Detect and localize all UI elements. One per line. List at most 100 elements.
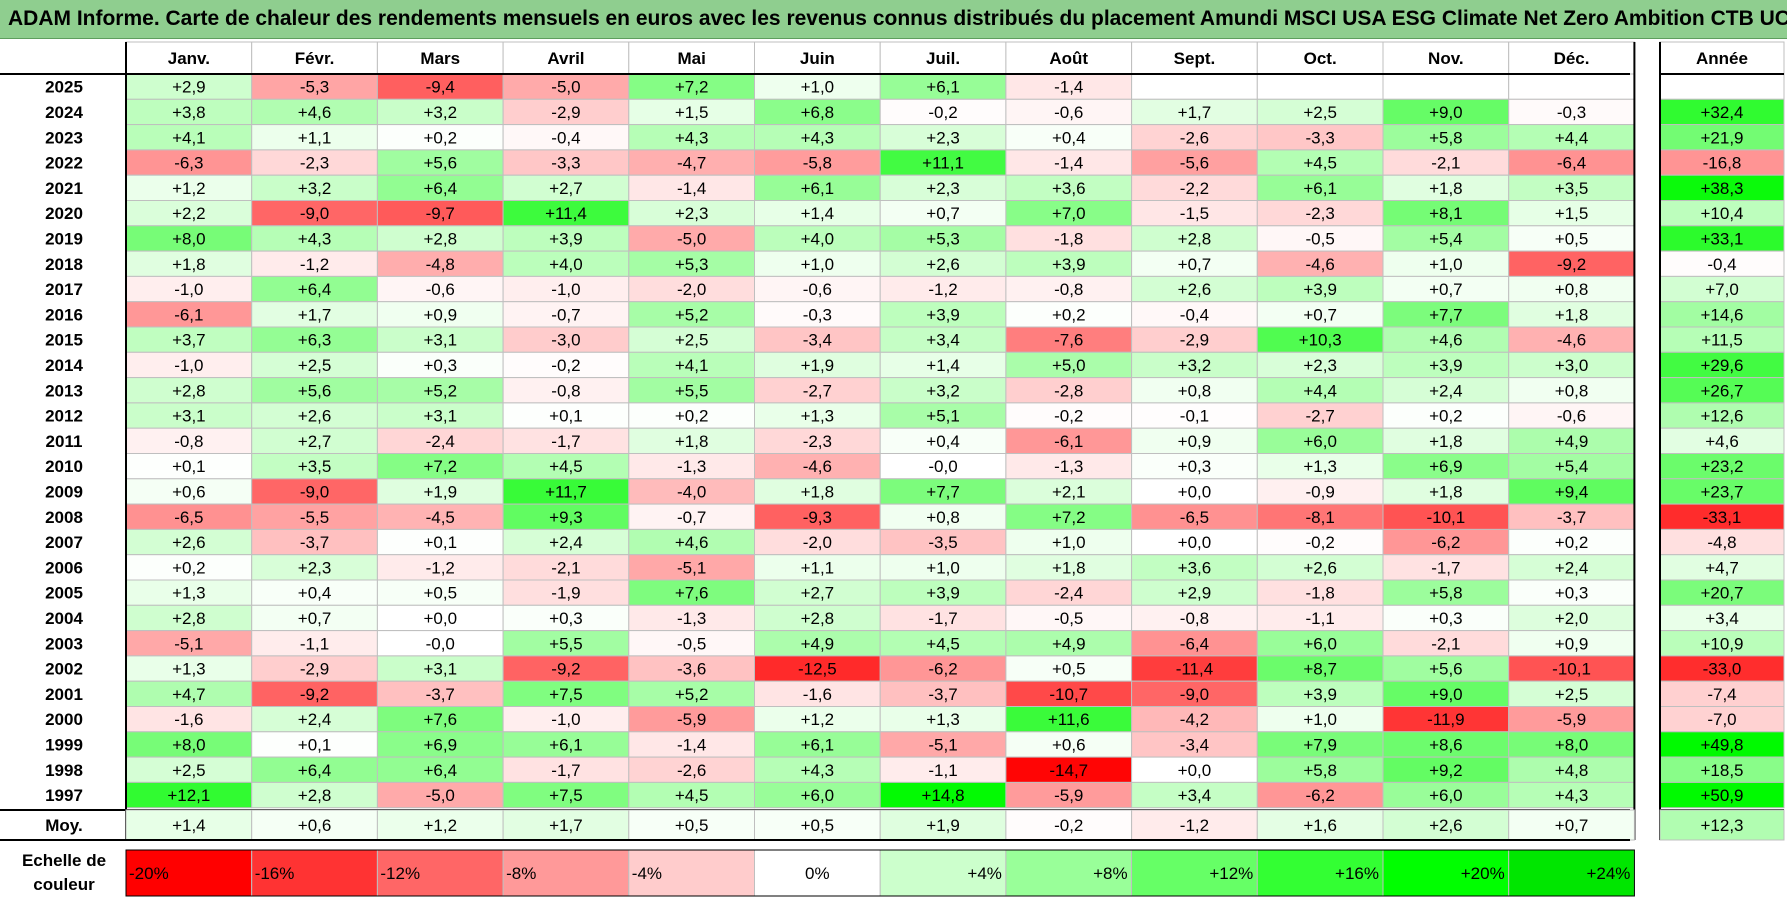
heatmap-cell xyxy=(1508,225,1635,252)
annual-value: -33,0 xyxy=(1703,660,1742,679)
scale-swatch xyxy=(628,849,755,897)
cell-value: -1,4 xyxy=(1054,154,1083,173)
cell-value: +3,1 xyxy=(423,331,457,350)
heatmap-cell xyxy=(879,731,1007,758)
heatmap-cell xyxy=(1508,453,1635,480)
heatmap-cell xyxy=(376,149,504,176)
cell-value: +1,1 xyxy=(801,558,835,577)
heatmap-cell xyxy=(754,554,881,581)
cell-value: -4,6 xyxy=(1557,331,1586,350)
heatmap-cell xyxy=(754,427,881,455)
cell-value: -6,2 xyxy=(1306,786,1335,805)
heatmap-cell xyxy=(376,377,504,404)
heatmap-cell xyxy=(376,402,504,429)
cell-value: -5,8 xyxy=(803,154,832,173)
heatmap-cell xyxy=(1382,250,1510,277)
year-label: 2017 xyxy=(45,280,83,299)
annual-value: +32,4 xyxy=(1700,103,1743,122)
annual-value: +7,0 xyxy=(1705,280,1739,299)
title-bar: ADAM Informe. Carte de chaleur des rende… xyxy=(0,0,1787,39)
cell-value: -6,4 xyxy=(1557,154,1586,173)
heatmap-cell xyxy=(502,351,630,379)
heatmap-cell xyxy=(502,402,630,429)
cell-value: +4,6 xyxy=(675,533,709,552)
heatmap-cell xyxy=(502,124,630,151)
cell-value: +6,0 xyxy=(1303,634,1337,653)
heatmap-cell xyxy=(628,149,755,176)
heatmap-cell xyxy=(628,351,755,379)
cell-value: +0,8 xyxy=(1178,381,1212,400)
heatmap-cell xyxy=(1508,174,1635,201)
heatmap-cell xyxy=(502,478,630,505)
heatmap-cell xyxy=(502,225,630,252)
cell-value: +3,7 xyxy=(172,331,206,350)
cell-value: +1,0 xyxy=(801,255,835,274)
cell-value: -2,8 xyxy=(1054,381,1083,400)
cell-value: +5,4 xyxy=(1555,457,1589,476)
year-label: 2021 xyxy=(45,179,83,198)
cell-value: +5,8 xyxy=(1303,761,1337,780)
cell-value: +9,0 xyxy=(1429,685,1463,704)
scale-swatch-label: -12% xyxy=(380,864,420,883)
year-label: 2000 xyxy=(45,710,83,729)
annual-cell xyxy=(1659,604,1785,632)
heatmap-cell xyxy=(754,301,881,328)
scale-swatch-label: +4% xyxy=(967,864,1002,883)
cell-value: +6,0 xyxy=(801,786,835,805)
cell-value: +0,1 xyxy=(549,407,583,426)
cell-value: +0,6 xyxy=(172,482,206,501)
annual-cell xyxy=(1659,301,1785,328)
annual-value: +3,4 xyxy=(1705,609,1739,628)
annual-value: -7,4 xyxy=(1707,685,1736,704)
cell-value: +4,9 xyxy=(1052,634,1086,653)
annual-value: -4,8 xyxy=(1707,533,1736,552)
cell-value: -6,5 xyxy=(174,508,203,527)
cell-value: +0,4 xyxy=(298,584,332,603)
month-header-cell xyxy=(1382,41,1510,75)
year-label: 2015 xyxy=(45,331,83,350)
cell-value: -3,7 xyxy=(300,533,329,552)
cell-value: -0,2 xyxy=(1054,407,1083,426)
average-label: Moy. xyxy=(45,816,82,835)
cell-value: +0,0 xyxy=(1178,761,1212,780)
heatmap-cell xyxy=(1508,250,1635,277)
annual-cell xyxy=(1659,275,1785,303)
cell-value: +6,0 xyxy=(1303,432,1337,451)
heatmap-cell xyxy=(628,174,755,201)
heatmap-cell xyxy=(251,73,378,100)
cell-value: +1,5 xyxy=(675,103,709,122)
month-header-label: Juin xyxy=(800,49,835,68)
cell-value: -1,7 xyxy=(551,761,580,780)
cell-value: +2,5 xyxy=(172,761,206,780)
heatmap-cell xyxy=(1382,124,1510,151)
heatmap-cell xyxy=(502,453,630,480)
cell-value: -7,6 xyxy=(1054,331,1083,350)
heatmap-cell xyxy=(1005,453,1133,480)
cell-value: -2,0 xyxy=(803,533,832,552)
cell-value: -4,6 xyxy=(803,457,832,476)
heatmap-cell xyxy=(1131,731,1258,758)
cell-value: +0,5 xyxy=(423,584,457,603)
cell-value: +2,8 xyxy=(172,609,206,628)
heatmap-cell xyxy=(1005,124,1133,151)
annual-value: +18,5 xyxy=(1700,761,1743,780)
cell-value: +3,5 xyxy=(1555,179,1589,198)
annual-cell xyxy=(1659,174,1785,201)
heatmap-cell xyxy=(251,554,378,581)
cell-value: -1,4 xyxy=(677,735,706,754)
cell-value: -9,3 xyxy=(803,508,832,527)
heatmap-cell xyxy=(502,377,630,404)
cell-value: +0,3 xyxy=(1555,584,1589,603)
cell-value: -0,7 xyxy=(677,508,706,527)
year-label: 2005 xyxy=(45,584,83,603)
cell-value: +3,9 xyxy=(1052,255,1086,274)
heatmap-cell xyxy=(1508,731,1635,758)
cell-value: +0,2 xyxy=(423,128,457,147)
cell-value: +4,9 xyxy=(801,634,835,653)
heatmap-cell xyxy=(1256,225,1384,252)
cell-value: -1,9 xyxy=(551,584,580,603)
cell-value: +3,5 xyxy=(298,457,332,476)
cell-value: +0,3 xyxy=(549,609,583,628)
scale-swatch-label: 0% xyxy=(805,864,830,883)
